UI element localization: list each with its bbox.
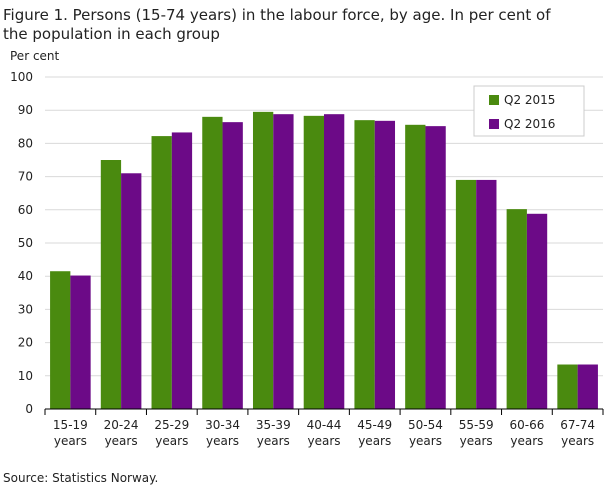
x-tick-label: 45-49 years [357, 418, 392, 448]
bar [252, 111, 274, 410]
y-axis-label: Per cent [10, 49, 60, 63]
y-tick-label: 40 [18, 269, 33, 283]
chart-title: Figure 1. Persons (15-74 years) in the l… [3, 6, 551, 43]
y-tick-label: 20 [18, 336, 33, 350]
x-tick-label: 50-54 years [408, 418, 443, 448]
bar [577, 364, 598, 409]
bar [324, 114, 345, 410]
bar [121, 173, 142, 409]
bar [50, 271, 71, 409]
source: Source: Statistics Norway. [3, 471, 158, 485]
bar [526, 213, 548, 409]
bar [455, 179, 477, 409]
bar [425, 126, 446, 410]
y-tick-label: 70 [18, 170, 33, 184]
x-tick-label: 25-29 years [154, 418, 189, 448]
bar [405, 124, 426, 410]
x-tick-label: 30-34 years [205, 418, 240, 448]
x-tick-label: 67-74 years [560, 418, 595, 448]
bar [222, 122, 243, 409]
y-tick-label: 30 [18, 302, 33, 316]
y-tick-label: 50 [18, 236, 33, 250]
bar [303, 115, 324, 410]
bar [70, 275, 91, 409]
bar [557, 364, 578, 409]
y-tick-label: 0 [25, 402, 33, 416]
bar [273, 114, 294, 410]
bar [354, 120, 375, 409]
legend-swatch [489, 95, 499, 105]
y-tick-label: 100 [10, 70, 33, 84]
bar [374, 120, 396, 409]
x-tick-label: 15-19 years [53, 418, 88, 448]
bar [151, 136, 172, 409]
y-tick-label: 10 [18, 369, 33, 383]
y-tick-label: 80 [18, 136, 33, 150]
x-tick-label: 40-44 years [307, 418, 342, 448]
bar [202, 116, 223, 409]
x-tick-label: 35-39 years [256, 418, 291, 448]
legend-label: Q2 2015 [504, 93, 555, 107]
bar [506, 209, 527, 409]
bar [171, 132, 193, 409]
legend-swatch [489, 119, 499, 129]
bar [476, 179, 497, 409]
legend-label: Q2 2016 [504, 117, 555, 131]
y-tick-label: 90 [18, 103, 33, 117]
x-tick-label: 60-66 years [509, 418, 544, 448]
x-tick-label: 20-24 years [104, 418, 139, 448]
bar [100, 160, 122, 409]
x-tick-label: 55-59 years [459, 418, 494, 448]
y-tick-label: 60 [18, 203, 33, 217]
